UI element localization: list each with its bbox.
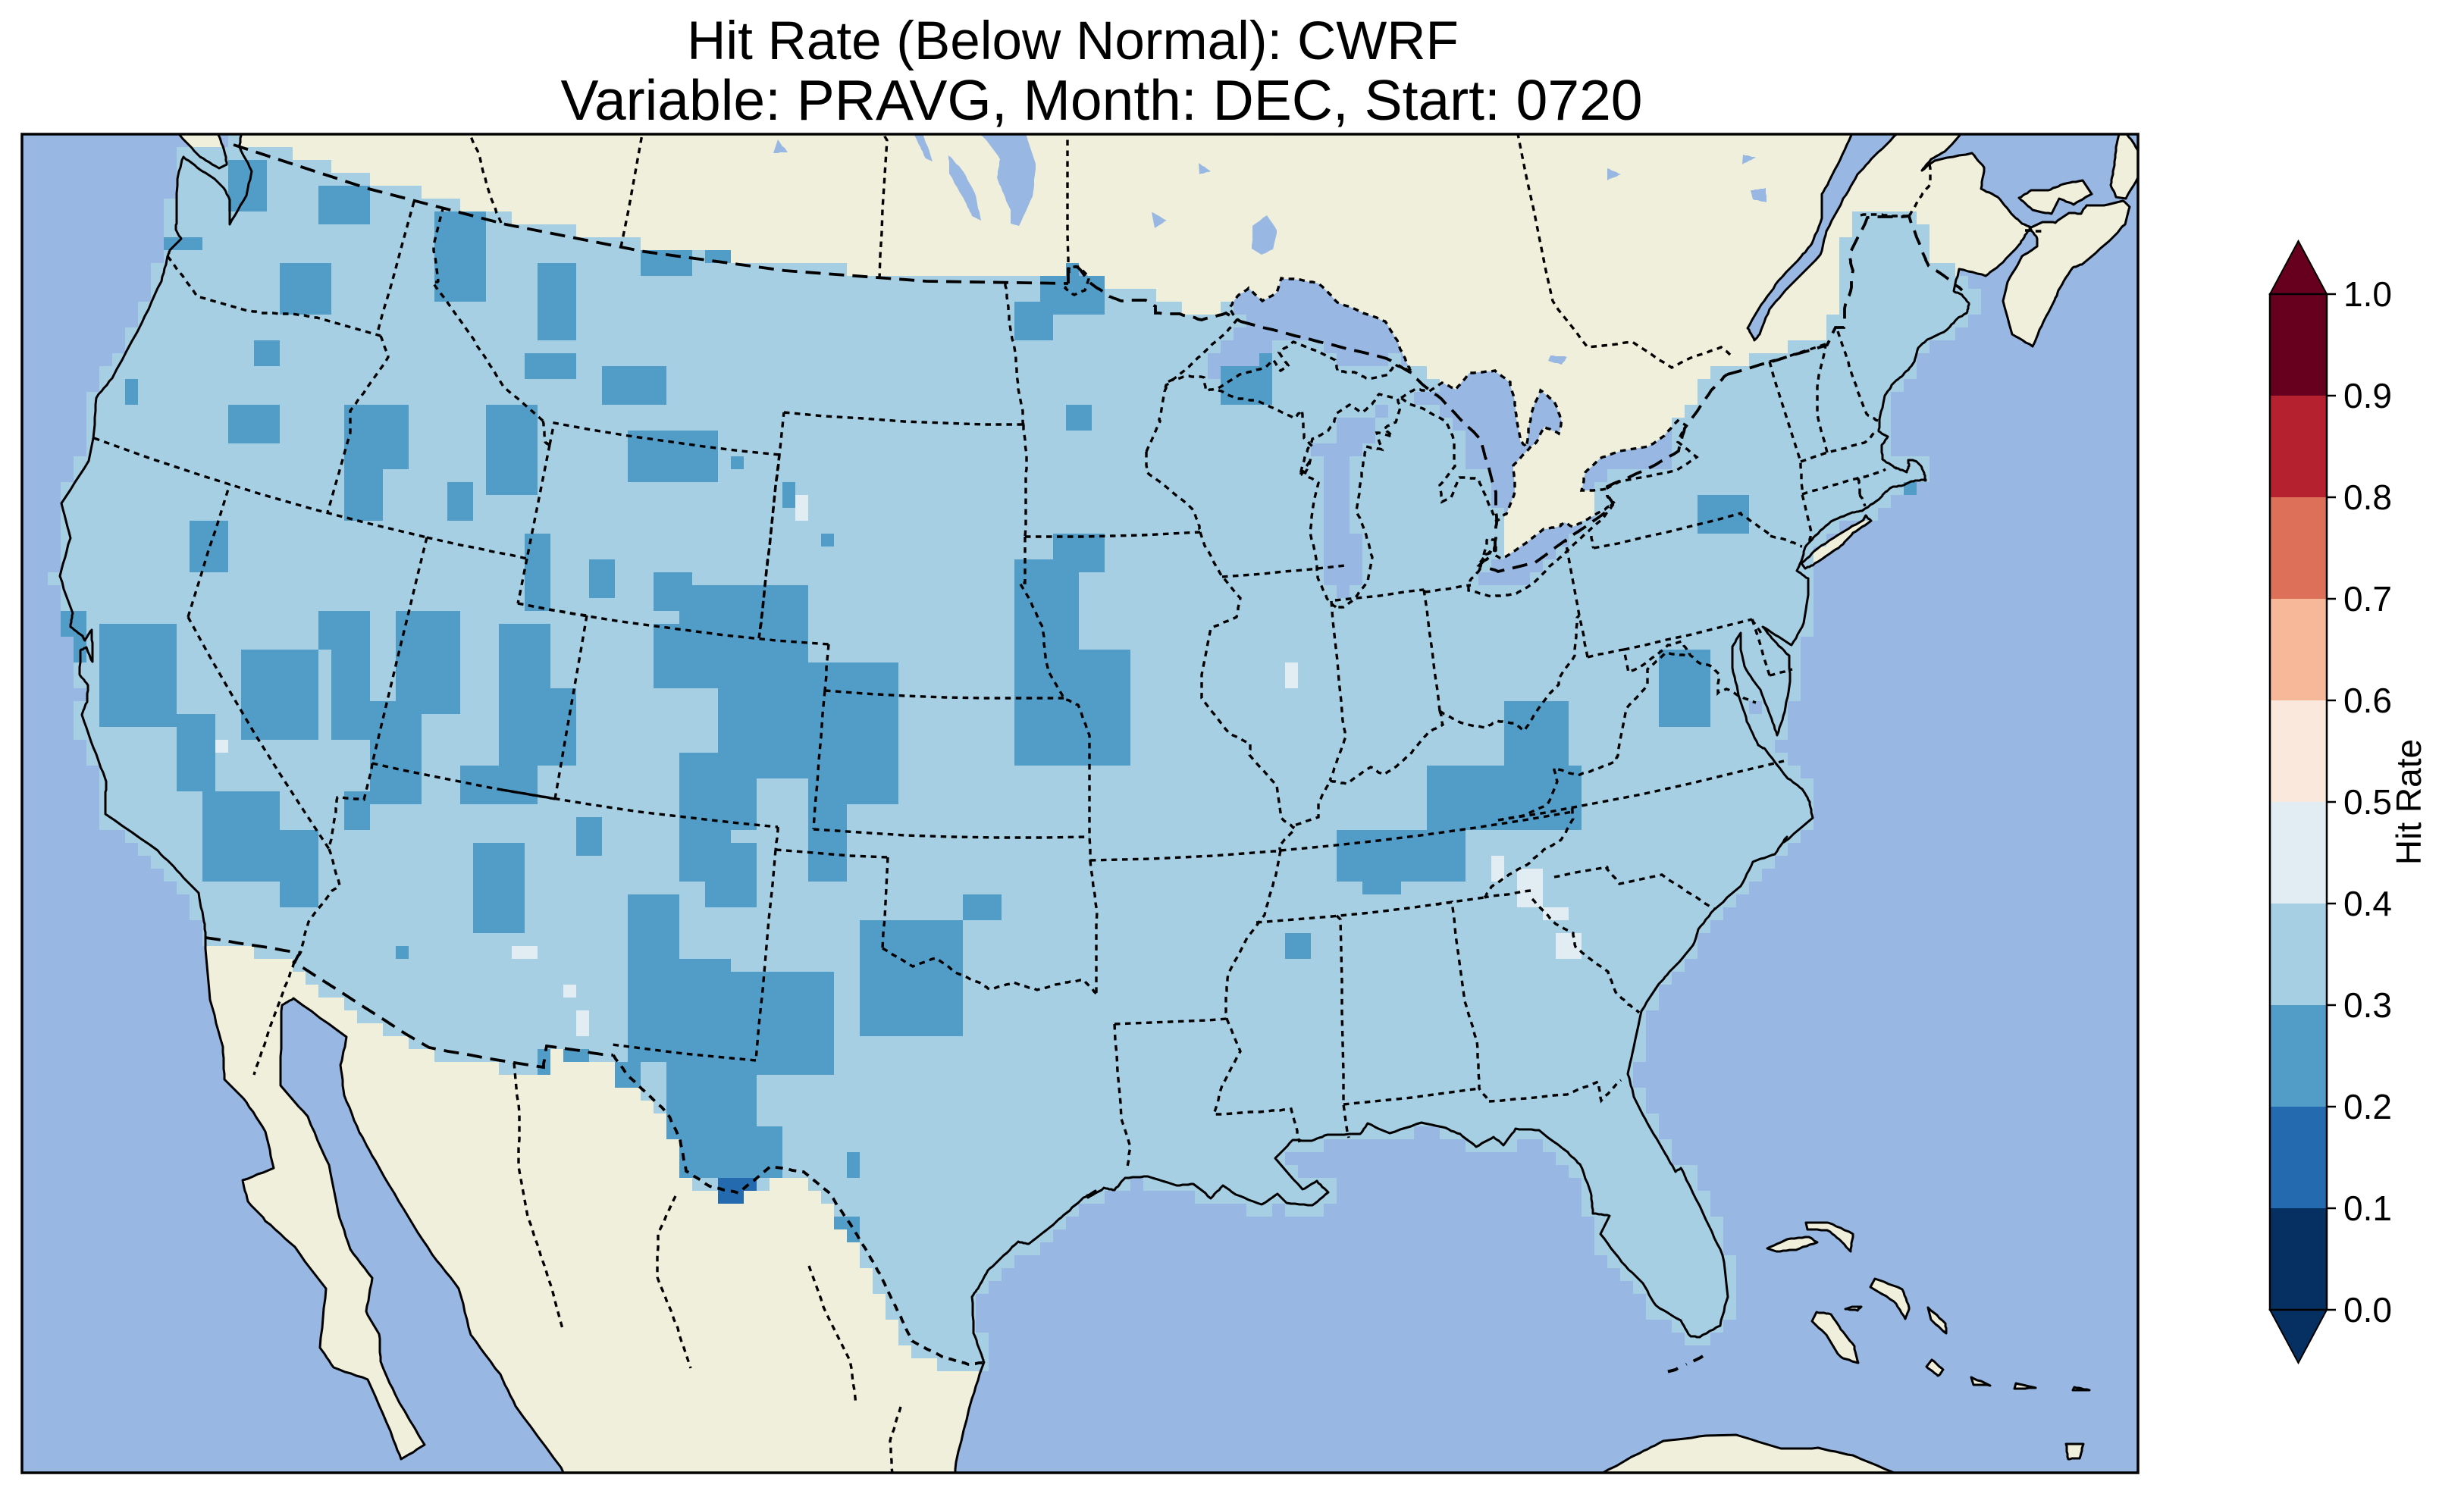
svg-text:Variable: PRAVG, Month: DEC, S: Variable: PRAVG, Month: DEC, Start: 0720 xyxy=(560,68,1642,132)
svg-text:0.7: 0.7 xyxy=(2343,579,2392,619)
svg-text:0.3: 0.3 xyxy=(2343,985,2392,1025)
svg-text:0.1: 0.1 xyxy=(2343,1189,2392,1228)
svg-text:0.0: 0.0 xyxy=(2343,1290,2392,1330)
svg-text:0.5: 0.5 xyxy=(2343,782,2392,822)
svg-text:Hit Rate (Below Normal): CWRF: Hit Rate (Below Normal): CWRF xyxy=(687,11,1459,71)
svg-text:0.8: 0.8 xyxy=(2343,478,2392,517)
svg-text:0.4: 0.4 xyxy=(2343,884,2392,923)
svg-text:0.2: 0.2 xyxy=(2343,1087,2392,1126)
svg-text:0.9: 0.9 xyxy=(2343,376,2392,415)
svg-text:1.0: 1.0 xyxy=(2343,274,2392,314)
svg-text:0.6: 0.6 xyxy=(2343,681,2392,720)
svg-text:Hit Rate: Hit Rate xyxy=(2389,739,2428,865)
